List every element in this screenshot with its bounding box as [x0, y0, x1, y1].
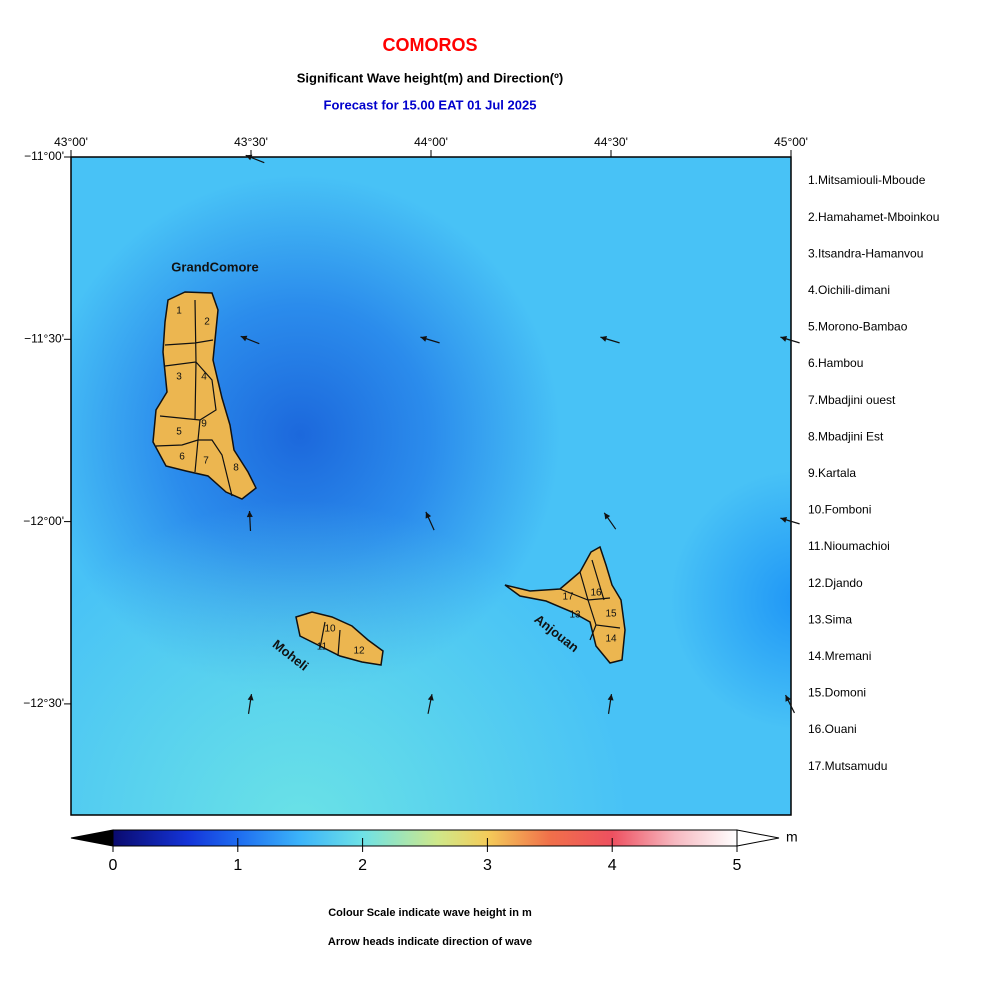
- title: COMOROS: [382, 35, 477, 55]
- sea-shade: [71, 157, 791, 815]
- region-number: 8: [233, 463, 239, 474]
- legend-entry: 1.Mitsamiouli-Mboude: [808, 173, 926, 187]
- legend-entry: 16.Ouani: [808, 722, 857, 736]
- lat-label: −11°30': [24, 331, 64, 345]
- region-number: 17: [562, 592, 574, 603]
- region-number: 1: [176, 306, 182, 317]
- subtitle: Significant Wave height(m) and Direction…: [297, 70, 563, 85]
- region-number: 2: [204, 317, 210, 328]
- legend-entry: 8.Mbadjini Est: [808, 429, 884, 443]
- colorbar-unit: m: [786, 829, 798, 845]
- legend-entry: 7.Mbadjini ouest: [808, 393, 896, 407]
- arrow-head: [427, 694, 434, 701]
- district-border: [319, 621, 341, 657]
- colorbar-low: [70, 829, 114, 847]
- arrow-head: [420, 335, 428, 342]
- colorbar-high: [736, 829, 780, 847]
- arrow-head: [785, 695, 791, 702]
- arrow-head: [240, 335, 248, 342]
- legend-entry: 17.Mutsamudu: [808, 759, 887, 773]
- legend-entry: 14.Mremani: [808, 649, 871, 663]
- lon-label: 45°00': [774, 135, 808, 149]
- arrow-head: [780, 335, 788, 342]
- arrow-head: [780, 516, 788, 523]
- colorbar-label: 4: [608, 857, 617, 874]
- map: [70, 156, 792, 816]
- lat-label: −12°30': [23, 696, 64, 710]
- colorbar: [112, 829, 738, 847]
- lon-label: 43°00': [54, 135, 88, 149]
- legend-entry: 13.Sima: [808, 612, 852, 626]
- region-number: 13: [569, 610, 581, 621]
- region-number: 3: [176, 372, 182, 383]
- lon-label: 44°00': [414, 135, 448, 149]
- region-number: 10: [324, 624, 336, 635]
- colorbar-label: 1: [233, 857, 242, 874]
- arrow-head: [425, 511, 432, 519]
- region-number: 7: [203, 456, 209, 467]
- legend-entry: 9.Kartala: [808, 466, 856, 480]
- legend-entry: 10.Fomboni: [808, 503, 871, 517]
- legend-entry: 15.Domoni: [808, 686, 866, 700]
- legend-entry: 2.Hamahamet-Mboinkou: [808, 210, 939, 224]
- region-number: 11: [317, 642, 328, 653]
- region-number: 15: [605, 609, 617, 620]
- lon-label: 44°30': [594, 135, 628, 149]
- legend-entry: 6.Hambou: [808, 356, 863, 370]
- island: [504, 545, 626, 664]
- lon-label: 43°30': [234, 135, 268, 149]
- district-border: [155, 299, 233, 497]
- arrow-head: [246, 511, 253, 518]
- legend-entry: 3.Itsandra-Hamanvou: [808, 246, 923, 260]
- arrow-head: [245, 154, 253, 161]
- arrow-head: [604, 512, 611, 520]
- note: Arrow heads indicate direction of wave: [328, 936, 532, 948]
- region-number: 6: [179, 452, 185, 463]
- region-number: 16: [590, 588, 602, 599]
- arrow-head: [247, 694, 254, 701]
- colorbar-label: 2: [358, 857, 367, 874]
- region-number: 14: [605, 634, 617, 645]
- arrow-head: [607, 694, 614, 701]
- legend-entry: 11.Nioumachioi: [808, 539, 890, 553]
- lat-label: −11°00': [24, 149, 64, 163]
- region-number: 9: [201, 419, 207, 430]
- colorbar-label: 5: [733, 857, 742, 874]
- colorbar-label: 0: [109, 857, 118, 874]
- island-label: GrandComore: [171, 259, 258, 274]
- lat-label: −12°00': [23, 514, 64, 528]
- legend-entry: 12.Djando: [808, 576, 863, 590]
- note: Colour Scale indicate wave height in m: [328, 907, 532, 919]
- region-number: 5: [176, 427, 182, 438]
- forecast: Forecast for 15.00 EAT 01 Jul 2025: [324, 97, 537, 112]
- legend-entry: 5.Morono-Bambao: [808, 320, 908, 334]
- arrow-head: [600, 335, 608, 342]
- region-number: 4: [201, 372, 207, 383]
- legend-entry: 4.Oichili-dimani: [808, 283, 890, 297]
- region-number: 12: [353, 646, 365, 657]
- colorbar-label: 3: [483, 857, 492, 874]
- district-border: [559, 559, 621, 641]
